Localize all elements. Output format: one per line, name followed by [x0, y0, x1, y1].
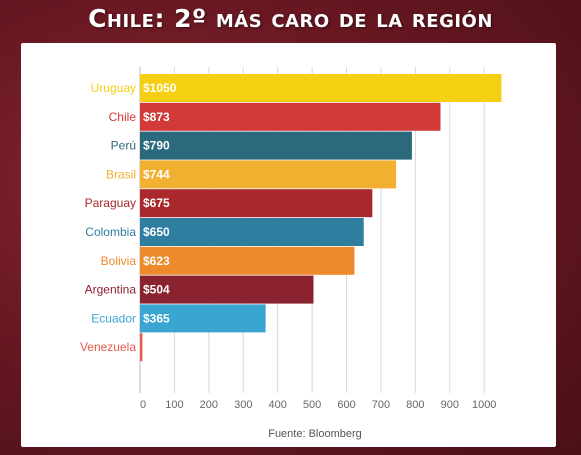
x-tick-label: 100	[165, 399, 183, 411]
x-tick-label: 900	[441, 399, 459, 411]
category-label: Venezuela	[80, 340, 136, 354]
category-label: Perú	[111, 139, 136, 153]
bar-ecuador	[140, 304, 266, 333]
category-label: Uruguay	[91, 81, 136, 95]
bar-perú	[140, 131, 412, 160]
category-label: Paraguay	[85, 196, 136, 210]
x-tick-label: 200	[200, 399, 218, 411]
data-label: $7	[145, 340, 159, 354]
bar-paraguay	[140, 189, 373, 218]
x-tick-label: 1000	[472, 399, 496, 411]
bar-brasil	[140, 160, 397, 189]
bar-chile	[140, 102, 441, 131]
bar-uruguay	[140, 74, 502, 102]
x-tick-label: 0	[140, 399, 146, 411]
source-note: Fuente: Bloomberg	[268, 428, 362, 440]
category-label: Bolivia	[101, 254, 137, 268]
x-tick-label: 400	[269, 399, 287, 411]
bar-colombia	[140, 218, 364, 246]
x-tick-label: 500	[303, 399, 321, 411]
data-label: $675	[143, 196, 170, 210]
x-tick-label: 700	[372, 399, 390, 411]
category-label: Brasil	[106, 167, 136, 181]
data-label: $623	[143, 254, 170, 268]
data-label: $790	[143, 139, 170, 153]
data-label: $365	[143, 311, 170, 325]
data-label: $873	[143, 110, 170, 124]
x-tick-label: 300	[234, 399, 252, 411]
category-label: Chile	[109, 110, 137, 124]
category-label: Colombia	[85, 225, 136, 239]
bar-venezuela	[140, 333, 143, 362]
bar-bolivia	[140, 246, 355, 275]
x-tick-label: 600	[337, 399, 355, 411]
data-label: $504	[143, 283, 170, 297]
bar-chart: 0 100 200 300 400 500 600 700 800 900 1000 Uruguay $…	[80, 67, 502, 440]
x-tick-label: 800	[406, 399, 424, 411]
bar-argentina	[140, 275, 314, 304]
data-label: $650	[143, 225, 170, 239]
data-label: $1050	[143, 81, 177, 95]
category-label: Ecuador	[91, 311, 136, 325]
chart-panel: 0 100 200 300 400 500 600 700 800 900 1000 Uruguay $…	[21, 43, 556, 447]
data-label: $744	[143, 167, 170, 181]
chart-title: Chile: 2º más caro de la región	[88, 4, 493, 33]
category-label: Argentina	[85, 283, 137, 297]
